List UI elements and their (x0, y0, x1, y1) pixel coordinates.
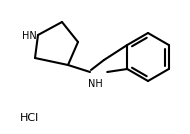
Text: NH: NH (88, 79, 103, 89)
Text: HN: HN (22, 31, 37, 41)
Text: HCl: HCl (20, 113, 39, 123)
